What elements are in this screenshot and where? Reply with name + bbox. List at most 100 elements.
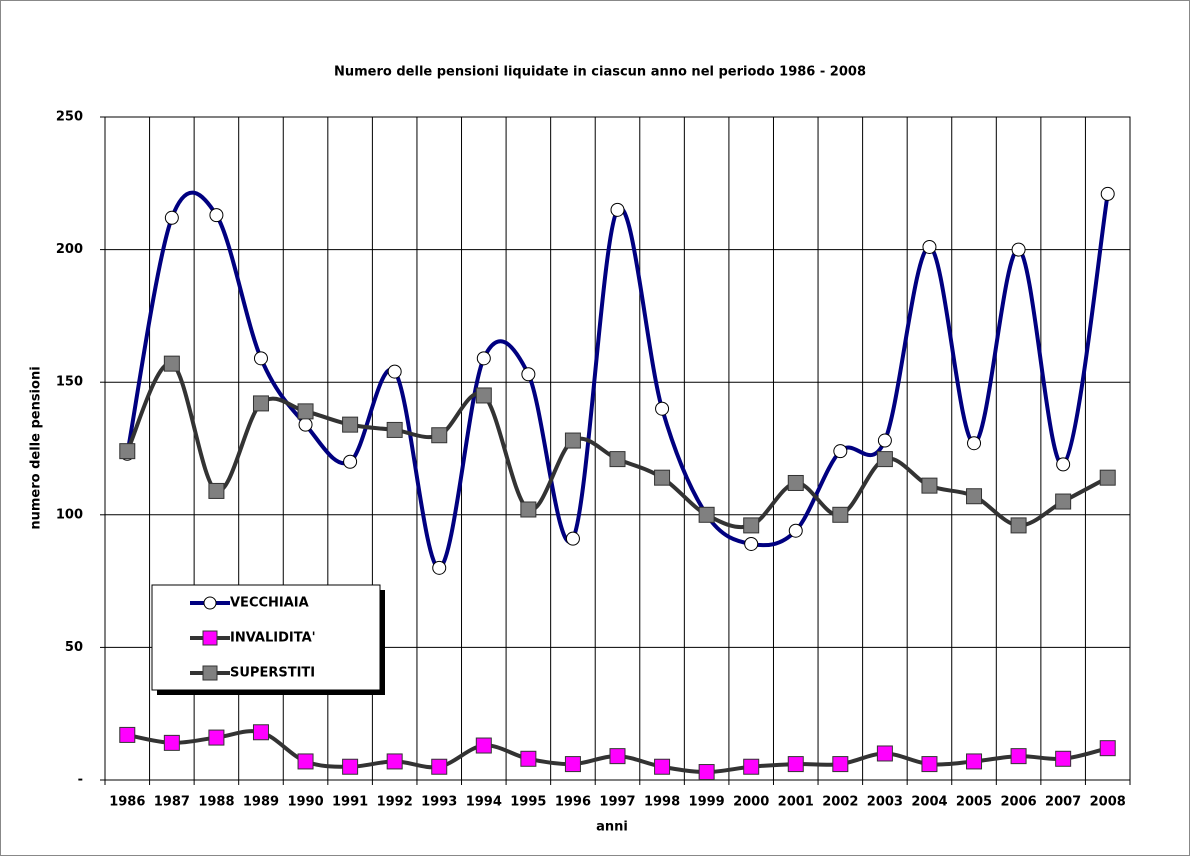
data-point — [208, 729, 225, 746]
data-point — [520, 501, 537, 518]
legend-label: SUPERSTITI — [230, 666, 315, 681]
x-tick-label: 2001 — [778, 795, 814, 810]
data-point — [743, 517, 760, 534]
legend-label: VECCHIAIA — [230, 596, 309, 611]
plot-border — [104, 116, 1131, 781]
x-tick-label: 2004 — [911, 795, 947, 810]
x-tick-label: 1996 — [555, 795, 591, 810]
data-point — [475, 737, 492, 754]
x-tick-label: 2008 — [1090, 795, 1126, 810]
data-point — [787, 474, 804, 491]
data-point — [520, 750, 537, 767]
x-tick-label: 1999 — [689, 795, 725, 810]
data-point — [208, 482, 225, 499]
x-tick-label: 1991 — [332, 795, 368, 810]
x-tick-label: 1986 — [109, 795, 145, 810]
x-tick-label: 1998 — [644, 795, 680, 810]
y-tick-label: 50 — [65, 640, 83, 655]
data-point — [387, 364, 402, 379]
data-point — [609, 451, 626, 468]
data-point — [1099, 469, 1116, 486]
data-point — [833, 444, 848, 459]
data-point — [209, 208, 224, 223]
data-point — [876, 451, 893, 468]
data-point — [743, 758, 760, 775]
x-tick-label: 1988 — [198, 795, 234, 810]
data-point — [252, 724, 269, 741]
data-point — [564, 432, 581, 449]
data-point — [698, 764, 715, 781]
x-tick-label: 2006 — [1000, 795, 1036, 810]
legend-marker — [202, 665, 218, 681]
data-point — [343, 454, 358, 469]
x-tick-label: 1995 — [510, 795, 546, 810]
data-point — [298, 417, 313, 432]
data-point — [1011, 242, 1026, 257]
data-point — [252, 395, 269, 412]
x-tick-label: 2005 — [956, 795, 992, 810]
data-point — [1100, 186, 1115, 201]
data-point — [922, 239, 937, 254]
x-axis-label: anni — [596, 820, 628, 835]
data-point — [967, 436, 982, 451]
x-tick-label: 1997 — [599, 795, 635, 810]
data-point — [744, 536, 759, 551]
chart-title: Numero delle pensioni liquidate in ciasc… — [334, 65, 866, 80]
data-point — [876, 745, 893, 762]
x-tick-label: 1994 — [466, 795, 502, 810]
data-point — [1010, 748, 1027, 765]
y-tick-label: 250 — [56, 110, 83, 125]
x-tick-label: 1987 — [154, 795, 190, 810]
data-point — [119, 443, 136, 460]
data-point — [788, 523, 803, 538]
legend-label: INVALIDITA' — [230, 631, 316, 646]
data-point — [119, 726, 136, 743]
data-point — [654, 469, 671, 486]
data-point — [921, 477, 938, 494]
data-point — [698, 506, 715, 523]
data-point — [297, 753, 314, 770]
data-point — [431, 758, 448, 775]
x-tick-label: 2000 — [733, 795, 769, 810]
x-tick-label: 1992 — [377, 795, 413, 810]
x-tick-label: 2007 — [1045, 795, 1081, 810]
y-tick-label: 150 — [56, 375, 83, 390]
data-point — [921, 756, 938, 773]
data-point — [564, 756, 581, 773]
data-point — [610, 202, 625, 217]
data-point — [655, 401, 670, 416]
data-point — [1055, 493, 1072, 510]
x-tick-label: 2002 — [822, 795, 858, 810]
data-point — [163, 734, 180, 751]
data-point — [431, 427, 448, 444]
data-point — [832, 756, 849, 773]
data-point — [1055, 750, 1072, 767]
y-tick-label: - — [78, 773, 83, 788]
data-point — [521, 367, 536, 382]
data-point — [163, 355, 180, 372]
data-point — [386, 421, 403, 438]
data-point — [565, 531, 580, 546]
y-tick-label: 100 — [56, 507, 83, 522]
data-point — [1099, 740, 1116, 757]
data-point — [297, 403, 314, 420]
x-tick-label: 1989 — [243, 795, 279, 810]
x-tick-label: 1993 — [421, 795, 457, 810]
data-point — [832, 506, 849, 523]
legend-marker — [202, 630, 218, 646]
data-point — [432, 560, 447, 575]
data-point — [609, 748, 626, 765]
data-point — [1056, 457, 1071, 472]
data-point — [787, 756, 804, 773]
data-point — [966, 753, 983, 770]
data-point — [966, 488, 983, 505]
data-point — [253, 351, 268, 366]
data-point — [342, 758, 359, 775]
x-tick-label: 1990 — [287, 795, 323, 810]
data-point — [386, 753, 403, 770]
data-point — [654, 758, 671, 775]
data-point — [877, 433, 892, 448]
x-tick-label: 2003 — [867, 795, 903, 810]
data-point — [164, 210, 179, 225]
